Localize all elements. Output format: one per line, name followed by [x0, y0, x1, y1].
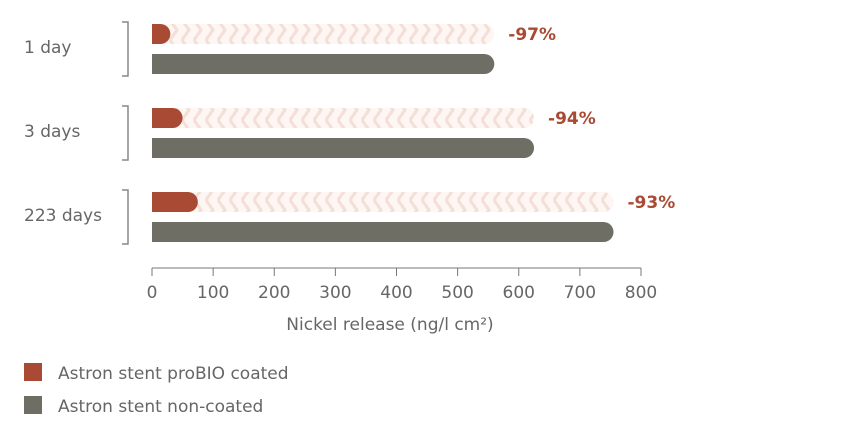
- legend-label: Astron stent proBIO coated: [58, 364, 289, 384]
- category-label: 223 days: [24, 206, 102, 226]
- group-bracket: [122, 189, 129, 245]
- reference-bar: [152, 192, 614, 212]
- x-tick-label: 300: [319, 283, 351, 303]
- bar: [152, 24, 171, 44]
- x-tick-label: 600: [503, 283, 535, 303]
- category-label: 1 day: [24, 38, 72, 58]
- bar: [152, 222, 614, 242]
- x-tick-label: 200: [258, 283, 290, 303]
- bar: [152, 108, 183, 128]
- annotation: -93%: [627, 193, 675, 213]
- bar: [152, 138, 535, 158]
- legend-swatch: [24, 396, 42, 414]
- x-tick-label: 0: [147, 283, 158, 303]
- x-tick-label: 500: [441, 283, 473, 303]
- x-axis-title: Nickel release (ng/l cm²): [286, 315, 493, 335]
- x-tick-label: 100: [197, 283, 229, 303]
- bar: [152, 54, 495, 74]
- legend-swatch: [24, 363, 42, 381]
- reference-bar: [152, 108, 535, 128]
- annotation: -97%: [508, 25, 556, 45]
- bar: [152, 192, 198, 212]
- group-bracket: [122, 105, 129, 161]
- group-bracket: [122, 21, 129, 77]
- legend-label: Astron stent non-coated: [58, 397, 263, 417]
- reference-bar: [152, 24, 495, 44]
- x-tick-label: 800: [625, 283, 657, 303]
- category-label: 3 days: [24, 122, 80, 142]
- x-tick-label: 400: [380, 283, 412, 303]
- x-tick-label: 700: [564, 283, 596, 303]
- annotation: -94%: [548, 109, 596, 129]
